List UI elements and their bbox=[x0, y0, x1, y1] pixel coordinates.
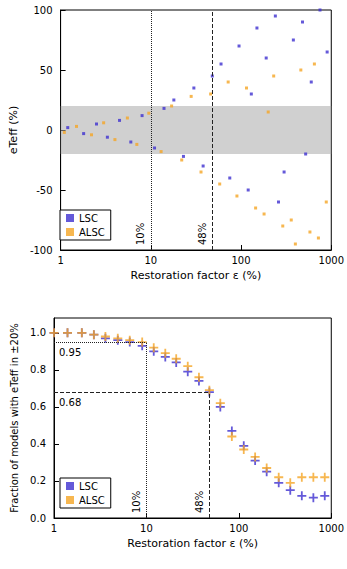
svg-text:0.0: 0.0 bbox=[30, 513, 46, 524]
svg-text:0.68: 0.68 bbox=[59, 397, 81, 408]
svg-text:ALSC: ALSC bbox=[79, 227, 105, 238]
svg-text:100: 100 bbox=[34, 5, 53, 16]
svg-text:100: 100 bbox=[229, 523, 248, 534]
svg-text:0.4: 0.4 bbox=[30, 438, 46, 449]
svg-text:10: 10 bbox=[140, 523, 153, 534]
svg-text:Fraction of models with eTeff: Fraction of models with eTeff in ±20% bbox=[9, 323, 20, 513]
svg-text:0.95: 0.95 bbox=[59, 347, 81, 358]
svg-text:LSC: LSC bbox=[79, 481, 98, 492]
svg-text:0.2: 0.2 bbox=[30, 475, 46, 486]
svg-text:-100: -100 bbox=[30, 245, 53, 256]
svg-text:10%: 10% bbox=[131, 491, 142, 513]
svg-text:0.6: 0.6 bbox=[30, 401, 46, 412]
svg-text:-50: -50 bbox=[36, 185, 52, 196]
svg-text:Restoration factor ε (%): Restoration factor ε (%) bbox=[131, 269, 262, 282]
svg-text:1: 1 bbox=[51, 523, 57, 534]
svg-text:1: 1 bbox=[57, 255, 63, 266]
svg-text:ALSC: ALSC bbox=[79, 495, 105, 506]
svg-text:10: 10 bbox=[144, 255, 157, 266]
svg-text:1000: 1000 bbox=[319, 523, 344, 534]
svg-text:100: 100 bbox=[232, 255, 251, 266]
svg-text:0: 0 bbox=[46, 125, 52, 136]
svg-text:48%: 48% bbox=[194, 491, 205, 513]
svg-text:0.8: 0.8 bbox=[30, 364, 46, 375]
svg-text:1.0: 1.0 bbox=[30, 327, 46, 338]
svg-text:eTeff (%): eTeff (%) bbox=[7, 106, 20, 155]
svg-text:48%: 48% bbox=[197, 223, 208, 245]
svg-text:1000: 1000 bbox=[319, 255, 344, 266]
svg-text:Restoration factor ε (%): Restoration factor ε (%) bbox=[127, 537, 258, 550]
svg-text:50: 50 bbox=[40, 65, 53, 76]
svg-text:10%: 10% bbox=[135, 223, 146, 245]
svg-text:LSC: LSC bbox=[79, 213, 98, 224]
